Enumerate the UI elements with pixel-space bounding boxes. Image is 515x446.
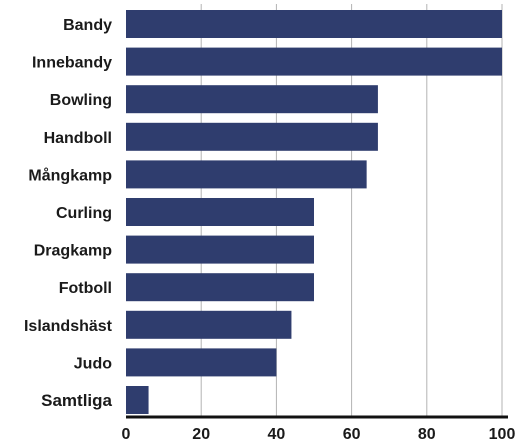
x-tick-label: 100 <box>489 426 515 441</box>
bar-mångkamp <box>126 160 367 189</box>
x-tick-label: 60 <box>343 426 361 441</box>
category-label: Samtliga <box>41 391 112 410</box>
bar-curling <box>126 198 314 226</box>
x-axis: 0 20 40 60 80 100 <box>122 415 515 443</box>
category-label: Bandy <box>63 17 112 34</box>
x-tick-label: 40 <box>268 426 286 441</box>
bar-bandy <box>126 10 502 38</box>
bar-dragkamp <box>126 235 314 264</box>
bar-bowling <box>126 85 378 114</box>
x-tick-label: 0 <box>122 426 131 441</box>
x-tick-label: 20 <box>192 426 210 441</box>
category-label: Dragkamp <box>34 243 112 260</box>
bar-judo <box>126 348 277 377</box>
category-label: Mångkamp <box>28 166 112 184</box>
category-label: Handboll <box>44 130 112 147</box>
bars <box>126 10 502 414</box>
bar-fotboll <box>126 273 314 302</box>
category-label: Judo <box>74 355 112 372</box>
bar-samtliga <box>126 386 149 414</box>
bar-innebandy <box>126 47 502 76</box>
category-labels: Bandy Innebandy Bowling Handboll Mångkamp Cur… <box>24 17 113 410</box>
category-label: Islandshäst <box>24 318 113 335</box>
bar-handboll <box>126 122 378 151</box>
category-label: Bowling <box>50 92 112 109</box>
category-label: Fotboll <box>59 280 112 297</box>
x-tick-label: 80 <box>418 426 436 441</box>
bar-islandshäst <box>126 310 292 339</box>
category-label: Innebandy <box>32 55 112 72</box>
category-label: Curling <box>56 205 112 222</box>
